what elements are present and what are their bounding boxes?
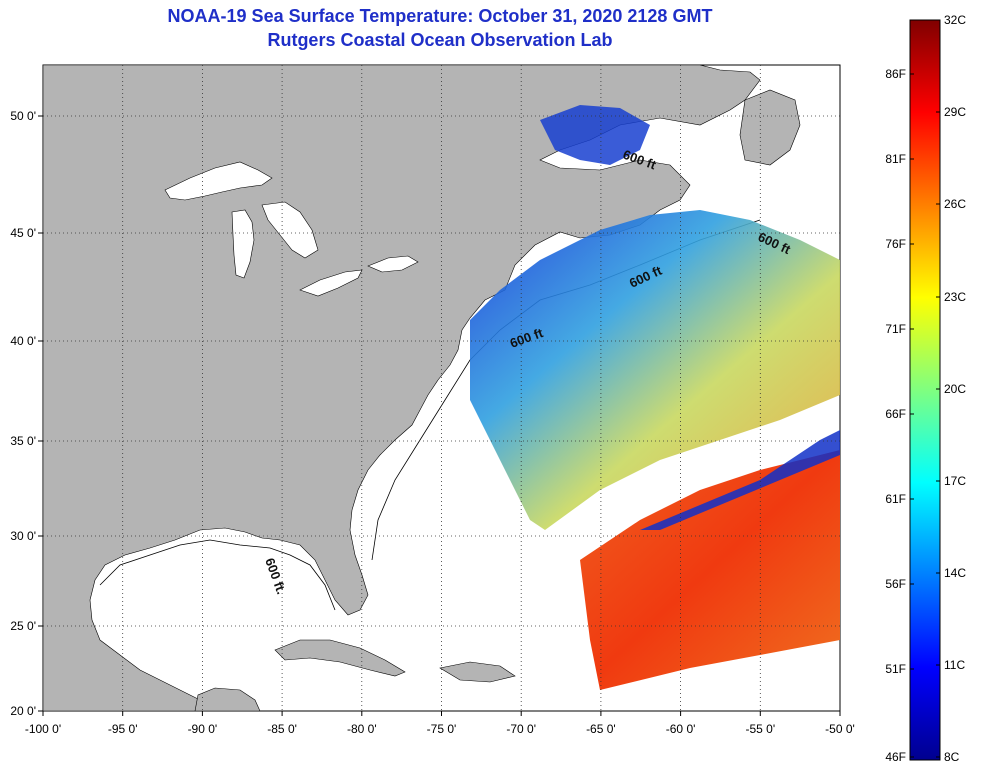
colorbar-fahrenheit-label: 56F [885,577,906,591]
lat-tick-label: 50 0' [10,109,36,123]
colorbar-fahrenheit-label: 71F [885,322,906,336]
latitude-labels: 50 0' 45 0' 40 0' 35 0' 30 0' 25 0' 20 0' [10,109,36,718]
colorbar-fahrenheit-label: 46F [885,750,906,764]
lon-tick-label: -75 0' [427,722,457,736]
lon-tick-label: -55 0' [745,722,775,736]
colorbar-fahrenheit-label: 81F [885,152,906,166]
colorbar-fahrenheit-label: 61F [885,492,906,506]
lon-tick-label: -100 0' [25,722,61,736]
lon-tick-label: -85 0' [267,722,297,736]
lake-ontario [367,255,419,273]
graticule [38,65,841,716]
colorbar-celsius-label: 17C [944,474,966,488]
hispaniola [439,661,516,683]
north-america-landmass [43,65,761,711]
lat-tick-label: 40 0' [10,334,36,348]
lon-tick-label: -60 0' [666,722,696,736]
colorbar-celsius-label: 29C [944,105,966,119]
gulf-600ft-contour [99,539,336,611]
lon-tick-label: -70 0' [506,722,536,736]
colorbar-celsius-label: 14C [944,566,966,580]
colorbar [909,19,941,761]
lat-tick-label: 45 0' [10,226,36,240]
lat-tick-label: 35 0' [10,434,36,448]
colorbar-celsius-label: 20C [944,382,966,396]
lat-tick-label: 30 0' [10,529,36,543]
lat-tick-label: 20 0' [10,704,36,718]
colorbar-celsius-label: 23C [944,290,966,304]
lake-superior [164,161,273,201]
colorbar-celsius-label: 11C [944,658,965,672]
lake-erie [299,269,363,297]
sst-gulf-stlawrence [540,105,650,165]
longitude-labels: -100 0' -95 0' -90 0' -85 0' -80 0' -75 0' -70… [25,722,855,736]
lake-michigan [231,209,255,279]
colorbar-fahrenheit-label: 86F [885,67,906,81]
map-subtitle: Rutgers Coastal Ocean Observation Lab [267,30,613,50]
colorbar-labels: 86F 81F 76F 71F 66F 61F 56F 51F 46F 32C 29C 26C 23C 2… [885,13,966,764]
colorbar-celsius-label: 8C [944,750,960,764]
sst-swath-south [580,450,840,690]
newfoundland [739,89,801,166]
lon-tick-label: -50 0' [825,722,855,736]
sst-cool-filament [640,430,840,530]
colorbar-fahrenheit-label: 66F [885,407,906,421]
lon-tick-label: -80 0' [347,722,377,736]
lon-tick-label: -95 0' [108,722,138,736]
lon-tick-label: -65 0' [586,722,616,736]
colorbar-fahrenheit-label: 51F [885,662,906,676]
colorbar-celsius-label: 26C [944,197,966,211]
colorbar-fahrenheit-label: 76F [885,237,906,251]
lake-huron [261,201,319,259]
colorbar-celsius-label: 32C [944,13,966,27]
cuba [274,639,406,677]
map-title: NOAA-19 Sea Surface Temperature: October… [167,6,713,26]
sst-swath-north [470,210,840,530]
lat-tick-label: 25 0' [10,619,36,633]
yucatan [194,687,261,711]
lon-tick-label: -90 0' [188,722,218,736]
